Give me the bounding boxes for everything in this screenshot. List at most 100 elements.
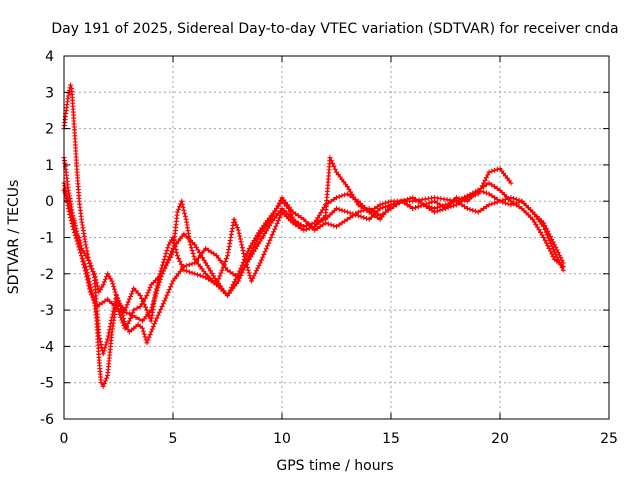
- data-point: [313, 217, 319, 223]
- data-point: [253, 239, 259, 245]
- data-point: [152, 293, 158, 299]
- y-tick-label: 3: [45, 85, 54, 101]
- data-point: [160, 268, 166, 274]
- data-point: [157, 279, 163, 285]
- data-point: [125, 299, 131, 305]
- data-point: [68, 210, 74, 216]
- data-point: [331, 163, 337, 169]
- data-point: [150, 323, 156, 329]
- data-point: [174, 250, 180, 256]
- data-point: [339, 193, 345, 199]
- data-point: [137, 303, 143, 309]
- data-point: [232, 219, 238, 225]
- data-point: [177, 258, 183, 264]
- data-point: [203, 245, 209, 251]
- data-point: [248, 250, 254, 256]
- data-point: [402, 197, 408, 203]
- data-point: [266, 240, 272, 246]
- data-point: [189, 261, 195, 267]
- data-point: [62, 190, 68, 196]
- y-tick-label: 2: [45, 122, 54, 138]
- data-point: [200, 255, 206, 261]
- data-point: [112, 289, 118, 295]
- data-point: [277, 215, 283, 221]
- data-point: [191, 253, 197, 259]
- data-point: [241, 253, 247, 259]
- data-point: [179, 201, 185, 207]
- data-point: [415, 204, 421, 210]
- data-point: [101, 348, 107, 354]
- data-point: [418, 200, 424, 206]
- data-point: [71, 222, 77, 228]
- data-point: [179, 198, 185, 204]
- data-point: [217, 273, 223, 279]
- data-point: [94, 303, 100, 309]
- data-point: [149, 304, 155, 310]
- data-point: [239, 270, 245, 276]
- data-point: [164, 260, 170, 266]
- data-point: [211, 251, 217, 257]
- data-point: [85, 280, 91, 286]
- data-point: [106, 330, 112, 336]
- data-point: [304, 226, 310, 232]
- data-point: [432, 209, 438, 215]
- data-point: [165, 257, 171, 263]
- data-point: [541, 235, 547, 240]
- data-point: [429, 199, 435, 205]
- data-point: [244, 258, 250, 264]
- data-point: [426, 200, 432, 206]
- data-point: [173, 247, 179, 253]
- data-point: [208, 249, 214, 255]
- data-point: [274, 220, 280, 226]
- data-point: [342, 218, 348, 224]
- data-point: [156, 282, 162, 288]
- data-point: [456, 195, 462, 201]
- data-point: [478, 185, 484, 191]
- data-point: [404, 202, 410, 208]
- data-point: [410, 195, 416, 201]
- data-point: [494, 196, 500, 202]
- data-point: [336, 206, 342, 212]
- data-point: [533, 222, 539, 228]
- data-point: [186, 262, 192, 268]
- data-point: [72, 225, 78, 231]
- data-point: [385, 207, 391, 213]
- data-point: [549, 243, 555, 249]
- data-point: [246, 270, 252, 276]
- data-point: [79, 256, 85, 262]
- data-point: [320, 222, 326, 228]
- data-point: [164, 292, 170, 298]
- data-point: [109, 278, 115, 284]
- data-point: [100, 351, 106, 357]
- data-point: [467, 206, 473, 212]
- data-point: [155, 312, 161, 318]
- data-point: [145, 337, 151, 343]
- data-point: [221, 261, 227, 267]
- data-point: [212, 275, 218, 281]
- data-point: [110, 281, 116, 287]
- data-point: [192, 271, 198, 277]
- data-point: [516, 204, 522, 210]
- data-point: [146, 334, 152, 340]
- data-point: [483, 182, 489, 188]
- data-point: [200, 274, 206, 280]
- data-point: [219, 267, 225, 273]
- y-axis-label: SDTVAR / TECUs: [6, 180, 22, 295]
- data-point: [147, 332, 153, 338]
- data-point: [256, 234, 262, 240]
- data-point: [481, 184, 487, 190]
- data-point: [84, 277, 90, 283]
- data-point: [257, 260, 263, 266]
- data-point: [149, 326, 155, 332]
- data-series-pass-4: [61, 180, 566, 324]
- data-point: [78, 253, 84, 259]
- data-point: [344, 209, 350, 215]
- data-point: [89, 266, 95, 272]
- data-point: [88, 263, 94, 269]
- data-point: [545, 235, 551, 241]
- data-point: [152, 296, 158, 302]
- x-tick-label: 0: [60, 431, 69, 447]
- data-point: [76, 241, 82, 247]
- data-point: [344, 216, 350, 222]
